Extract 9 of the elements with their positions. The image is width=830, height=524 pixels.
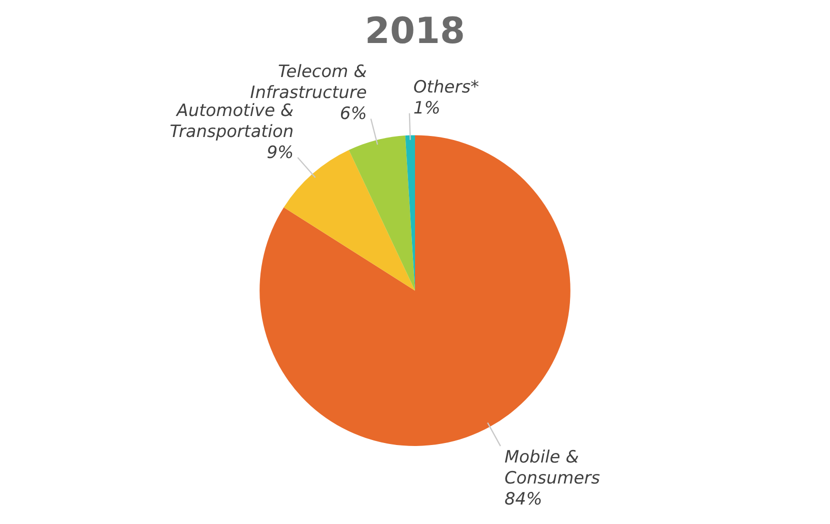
data-label: 1% [413, 98, 440, 119]
slice-label: Others* [413, 78, 480, 98]
data-label: 6% [340, 104, 367, 124]
chart-title: 2018 [364, 10, 466, 52]
slice-label: Telecom & Infrastructure [250, 62, 367, 104]
slice-label: Automotive & Transportation [170, 100, 294, 142]
slice-label: Mobile & Consumers [504, 447, 600, 488]
data-label: 9% [266, 142, 294, 163]
data-label: 84% [504, 489, 542, 510]
